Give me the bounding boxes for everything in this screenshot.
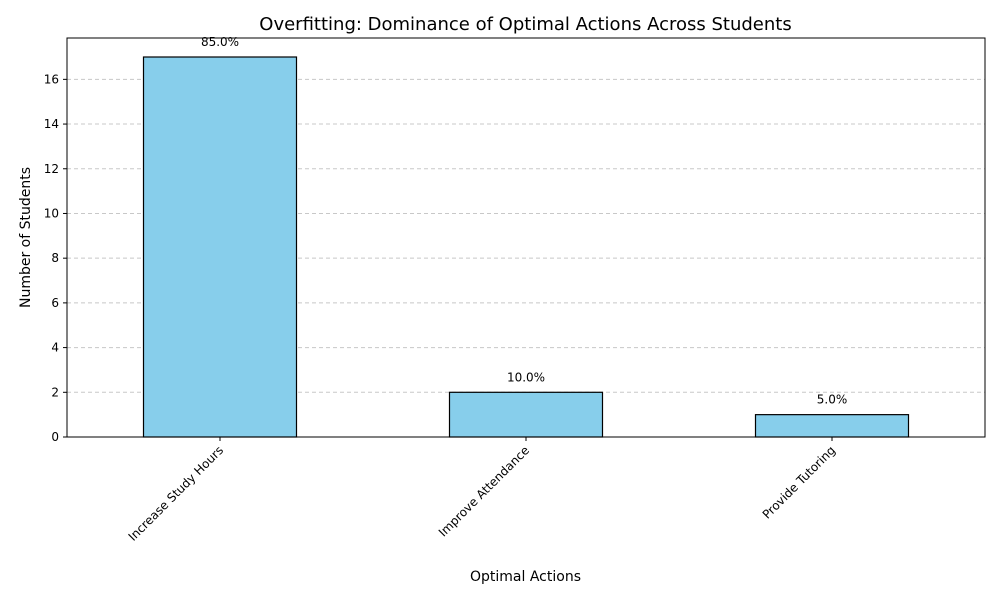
bar-0 (142, 56, 298, 438)
data-labels: 85.0% 10.0% 5.0% (201, 35, 847, 407)
chart-title: Overfitting: Dominance of Optimal Action… (259, 14, 791, 35)
grid-lines (67, 78, 985, 393)
x-tick-label: Increase Study Hours (126, 443, 227, 544)
data-label: 5.0% (817, 393, 848, 407)
bar-2 (754, 414, 910, 438)
y-tick-label: 10 (44, 206, 59, 220)
y-tick-label: 14 (44, 117, 59, 131)
y-tick-label: 16 (44, 72, 59, 86)
y-tick-label: 4 (51, 341, 59, 355)
data-label: 85.0% (201, 35, 239, 49)
y-tick-label: 6 (51, 296, 59, 310)
y-tick-label: 8 (51, 251, 59, 265)
x-tick-label: Provide Tutoring (760, 443, 838, 521)
y-tick-label: 0 (51, 430, 59, 444)
y-tick-label: 12 (44, 162, 59, 176)
bar-1 (448, 391, 604, 438)
x-axis-ticks: Increase Study Hours Improve Attendance Pr… (126, 437, 838, 544)
x-tick-label: Improve Attendance (436, 443, 532, 539)
y-axis-ticks: 0 2 4 6 8 10 12 14 16 (44, 72, 67, 444)
bars (142, 56, 910, 438)
x-axis-label: Optimal Actions (470, 569, 581, 585)
y-axis-label: Number of Students (18, 167, 34, 308)
y-tick-label: 2 (51, 385, 59, 399)
data-label: 10.0% (507, 370, 545, 384)
